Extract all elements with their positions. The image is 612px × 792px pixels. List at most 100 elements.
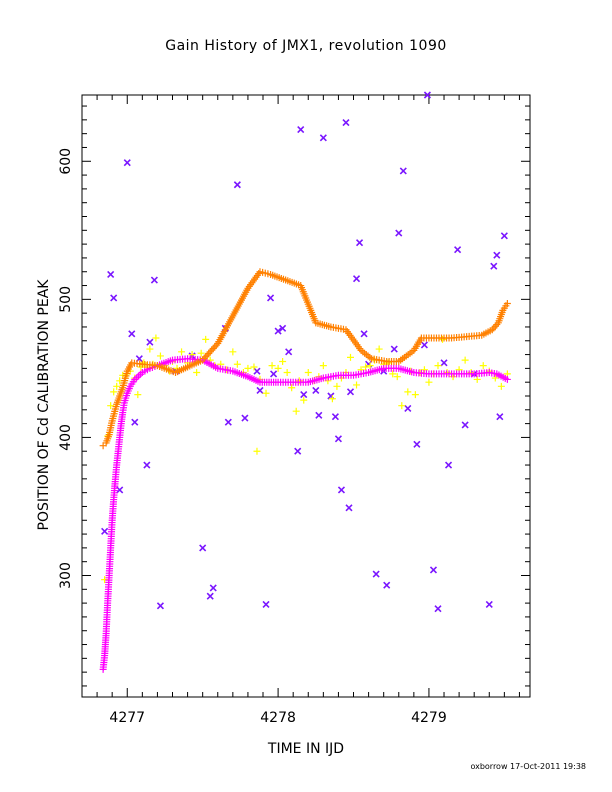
data-point xyxy=(255,270,263,278)
data-point xyxy=(328,395,336,403)
data-point xyxy=(122,392,130,400)
data-point xyxy=(279,324,287,332)
data-point xyxy=(166,357,174,365)
data-point xyxy=(274,364,282,372)
series-2 xyxy=(99,355,511,673)
data-point xyxy=(146,338,154,346)
data-point xyxy=(304,369,312,377)
data-point xyxy=(420,341,428,349)
data-point xyxy=(485,600,493,609)
data-point xyxy=(199,544,207,552)
data-point xyxy=(413,440,421,448)
data-point xyxy=(493,321,501,329)
data-point xyxy=(360,330,368,338)
data-point xyxy=(156,352,164,360)
data-point xyxy=(150,276,158,284)
y-axis-label: POSITION OF Cd CALIBRATION PEAK xyxy=(36,279,52,531)
data-point xyxy=(118,411,126,419)
data-point xyxy=(202,353,210,361)
x-axis-label: TIME IN IJD xyxy=(267,741,345,757)
data-point xyxy=(224,418,232,426)
data-point xyxy=(295,377,303,385)
data-point xyxy=(404,404,412,412)
data-point xyxy=(209,584,217,592)
data-point xyxy=(346,353,354,361)
data-point xyxy=(345,504,353,512)
data-point xyxy=(244,364,252,372)
data-point xyxy=(294,447,302,455)
data-point xyxy=(209,345,217,353)
data-point xyxy=(339,325,347,333)
data-point xyxy=(146,345,154,353)
data-point xyxy=(256,386,264,395)
data-point xyxy=(125,385,133,393)
data-point xyxy=(398,402,406,410)
data-point xyxy=(266,294,275,302)
data-point xyxy=(205,349,213,357)
data-point xyxy=(333,382,341,390)
data-point xyxy=(131,418,139,426)
data-point xyxy=(228,314,236,322)
data-point xyxy=(108,419,116,427)
data-point xyxy=(140,359,148,367)
data-point xyxy=(233,181,241,189)
data-point xyxy=(206,592,214,600)
data-point xyxy=(337,486,346,494)
data-point xyxy=(366,362,374,370)
data-point xyxy=(136,370,144,378)
data-point xyxy=(491,322,499,330)
data-point xyxy=(491,374,499,382)
data-point xyxy=(242,372,250,380)
data-point xyxy=(300,391,308,399)
data-point xyxy=(264,270,272,278)
data-point xyxy=(202,335,210,343)
data-point xyxy=(212,363,220,371)
data-point xyxy=(297,125,305,134)
data-point xyxy=(253,367,261,375)
data-point xyxy=(203,351,211,359)
data-point xyxy=(434,605,442,613)
data-point xyxy=(110,388,118,396)
data-point xyxy=(279,275,287,283)
data-point xyxy=(383,581,391,589)
data-point xyxy=(200,354,208,362)
data-point xyxy=(288,384,296,392)
data-point xyxy=(500,232,508,240)
y-tick-label: 400 xyxy=(58,424,74,451)
axis-tick-labels: 4277 4278 4279 300 400 500 600 xyxy=(58,148,447,726)
data-point xyxy=(475,331,483,339)
x-tick-label: 4279 xyxy=(411,710,447,726)
data-point xyxy=(197,357,205,365)
data-point xyxy=(416,336,424,344)
data-point xyxy=(372,570,380,578)
data-point xyxy=(353,381,361,389)
data-point xyxy=(375,345,383,353)
data-point xyxy=(502,302,510,310)
data-point xyxy=(283,369,291,377)
data-point xyxy=(274,327,282,335)
data-point xyxy=(292,407,300,415)
data-point xyxy=(128,330,136,338)
data-point xyxy=(152,334,160,342)
data-point xyxy=(107,402,115,410)
data-point xyxy=(490,369,498,377)
data-point xyxy=(212,341,220,349)
data-point xyxy=(498,308,506,316)
x-tick-label: 4278 xyxy=(260,710,296,726)
data-point xyxy=(319,362,327,370)
data-point xyxy=(393,373,401,381)
data-point xyxy=(300,396,308,404)
data-point xyxy=(315,411,323,419)
data-point xyxy=(366,353,374,361)
data-point xyxy=(423,91,431,99)
data-point xyxy=(120,401,128,409)
data-point xyxy=(243,286,251,294)
data-point xyxy=(362,369,370,377)
data-point xyxy=(501,374,509,382)
data-point xyxy=(490,262,498,270)
data-point xyxy=(110,294,118,302)
data-point xyxy=(123,159,131,167)
data-point xyxy=(395,229,403,237)
data-point xyxy=(113,382,121,390)
data-point xyxy=(226,367,234,375)
